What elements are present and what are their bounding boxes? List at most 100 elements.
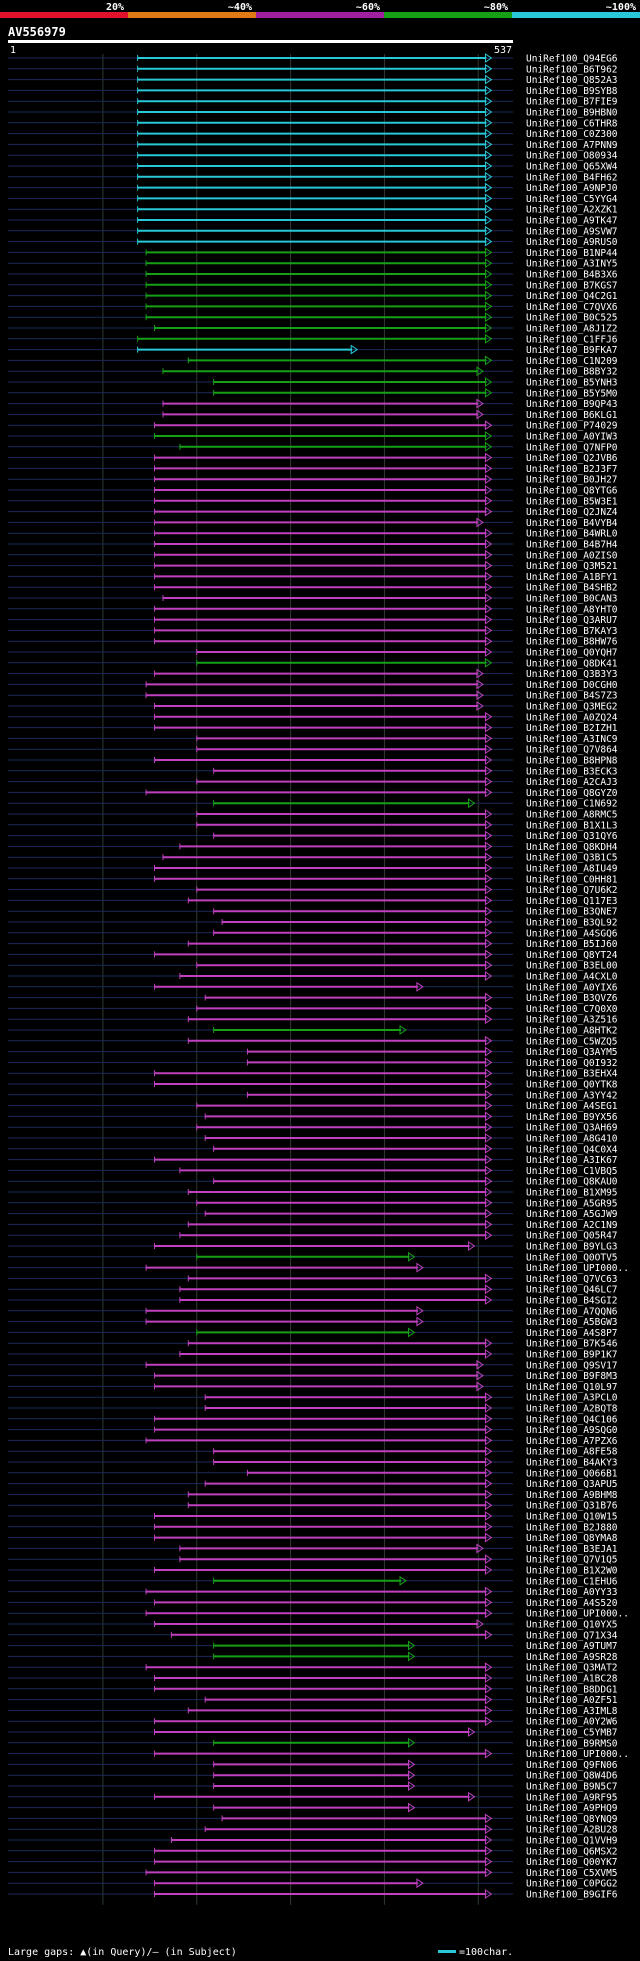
hit-label[interactable]: UniRef100_B5W3E1 <box>526 496 618 507</box>
hit-row[interactable]: UniRef100_P74029 <box>8 420 618 432</box>
hit-row[interactable]: UniRef100_A9PHQ9 <box>8 1802 618 1814</box>
hit-row[interactable]: UniRef100_B1X1L3 <box>8 819 618 831</box>
hit-label[interactable]: UniRef100_UPI000.. <box>526 1263 629 1274</box>
hit-row[interactable]: UniRef100_B8BY32 <box>8 366 618 378</box>
hit-row[interactable]: UniRef100_Q3B3Y3 <box>8 668 618 680</box>
hit-label[interactable]: UniRef100_A8G410 <box>526 1134 618 1145</box>
hit-row[interactable]: UniRef100_Q0OTV5 <box>8 1251 618 1263</box>
hit-row[interactable]: UniRef100_Q3AH69 <box>8 1122 618 1134</box>
hit-row[interactable]: UniRef100_A7PZX6 <box>8 1435 618 1447</box>
hit-row[interactable]: UniRef100_B9YX56 <box>8 1111 618 1123</box>
hit-label[interactable]: UniRef100_B1NP44 <box>526 248 618 259</box>
hit-label[interactable]: UniRef100_A8HTK2 <box>526 1026 618 1037</box>
hit-label[interactable]: UniRef100_C7Q0X0 <box>526 1004 618 1015</box>
hit-row[interactable]: UniRef100_B5Y5M0 <box>8 387 618 399</box>
hit-row[interactable]: UniRef100_A3IML8 <box>8 1705 618 1717</box>
hit-label[interactable]: UniRef100_C6THR8 <box>526 118 618 129</box>
hit-label[interactable]: UniRef100_Q31QY6 <box>526 831 618 842</box>
hit-row[interactable]: UniRef100_Q852A3 <box>8 74 618 86</box>
hit-label[interactable]: UniRef100_C1EHU6 <box>526 1576 618 1587</box>
hit-row[interactable]: UniRef100_Q7VC63 <box>8 1273 618 1285</box>
hit-label[interactable]: UniRef100_C7QVX6 <box>526 302 618 313</box>
hit-row[interactable]: UniRef100_Q8YMA8 <box>8 1532 618 1544</box>
hit-label[interactable]: UniRef100_A7PZX6 <box>526 1436 618 1447</box>
hit-label[interactable]: UniRef100_B6T962 <box>526 64 618 75</box>
hit-row[interactable]: UniRef100_B0CAN3 <box>8 593 618 605</box>
hit-label[interactable]: UniRef100_Q0YTK8 <box>526 1080 618 1091</box>
hit-label[interactable]: UniRef100_B2J880 <box>526 1522 618 1533</box>
hit-label[interactable]: UniRef100_A9SR28 <box>526 1652 618 1663</box>
hit-label[interactable]: UniRef100_Q3AYM5 <box>526 1047 618 1058</box>
hit-row[interactable]: UniRef100_A9NPJ0 <box>8 182 618 194</box>
hit-row[interactable]: UniRef100_Q4C0X4 <box>8 1143 618 1155</box>
hit-label[interactable]: UniRef100_A9BHM8 <box>526 1490 618 1501</box>
hit-row[interactable]: UniRef100_Q46LC7 <box>8 1284 618 1296</box>
hit-row[interactable]: UniRef100_A9TK47 <box>8 215 618 227</box>
hit-label[interactable]: UniRef100_Q10L97 <box>526 1382 618 1393</box>
hit-label[interactable]: UniRef100_B4FH62 <box>526 172 618 183</box>
hit-label[interactable]: UniRef100_C5WZQ5 <box>526 1036 618 1047</box>
hit-row[interactable]: UniRef100_Q8KDH4 <box>8 841 618 853</box>
hit-row[interactable]: UniRef100_Q7NFP0 <box>8 441 618 453</box>
hit-row[interactable]: UniRef100_Q8GYZ0 <box>8 787 618 799</box>
hit-row[interactable]: UniRef100_Q0YTK8 <box>8 1079 618 1091</box>
hit-row[interactable]: UniRef100_B0C525 <box>8 312 618 324</box>
hit-row[interactable]: UniRef100_A8J1Z2 <box>8 323 618 335</box>
hit-label[interactable]: UniRef100_Q65XW4 <box>526 162 618 173</box>
hit-label[interactable]: UniRef100_Q3ARU7 <box>526 615 618 626</box>
hit-label[interactable]: UniRef100_B3EL00 <box>526 961 618 972</box>
hit-row[interactable]: UniRef100_Q10YX5 <box>8 1619 618 1631</box>
hit-row[interactable]: UniRef100_A3INY5 <box>8 258 618 270</box>
hit-row[interactable]: UniRef100_Q3APU5 <box>8 1478 618 1490</box>
hit-label[interactable]: UniRef100_Q3MAT2 <box>526 1663 618 1674</box>
hit-label[interactable]: UniRef100_Q4C2G1 <box>526 291 618 302</box>
hit-label[interactable]: UniRef100_A5BGW3 <box>526 1317 618 1328</box>
hit-label[interactable]: UniRef100_B3QL92 <box>526 918 618 929</box>
hit-row[interactable]: UniRef100_Q0I932 <box>8 1057 618 1069</box>
hit-row[interactable]: UniRef100_A1BFY1 <box>8 571 618 583</box>
hit-label[interactable]: UniRef100_Q0I932 <box>526 1058 618 1069</box>
hit-label[interactable]: UniRef100_A4SGQ6 <box>526 928 618 939</box>
hit-row[interactable]: UniRef100_B9FKA7 <box>8 344 618 356</box>
hit-row[interactable]: UniRef100_Q71X34 <box>8 1629 618 1641</box>
hit-row[interactable]: UniRef100_Q8KAU0 <box>8 1176 618 1188</box>
hit-row[interactable]: UniRef100_A3YY42 <box>8 1089 618 1101</box>
hit-row[interactable]: UniRef100_C1N209 <box>8 355 618 367</box>
hit-label[interactable]: UniRef100_Q3MEG2 <box>526 702 618 713</box>
hit-row[interactable]: UniRef100_Q7V1Q5 <box>8 1554 618 1566</box>
hit-label[interactable]: UniRef100_B9GIF6 <box>526 1890 618 1901</box>
hit-row[interactable]: UniRef100_Q00YK7 <box>8 1856 618 1868</box>
hit-row[interactable]: UniRef100_A9TUM7 <box>8 1640 618 1652</box>
hit-row[interactable]: UniRef100_Q8YNQ9 <box>8 1813 618 1825</box>
hit-label[interactable]: UniRef100_Q7V864 <box>526 745 618 756</box>
hit-row[interactable]: UniRef100_A8HTK2 <box>8 1025 618 1037</box>
hit-label[interactable]: UniRef100_A0YY33 <box>526 1587 618 1598</box>
hit-label[interactable]: UniRef100_Q0OTV5 <box>526 1252 618 1263</box>
hit-row[interactable]: UniRef100_A3PCL0 <box>8 1392 618 1404</box>
hit-row[interactable]: UniRef100_B8DDG1 <box>8 1683 618 1695</box>
hit-label[interactable]: UniRef100_Q10YX5 <box>526 1620 618 1631</box>
hit-row[interactable]: UniRef100_B8HW76 <box>8 636 618 648</box>
hit-row[interactable]: UniRef100_A5BGW3 <box>8 1316 618 1328</box>
hit-label[interactable]: UniRef100_B8HW76 <box>526 637 618 648</box>
hit-label[interactable]: UniRef100_Q3M521 <box>526 561 618 572</box>
hit-row[interactable]: UniRef100_C0Z300 <box>8 128 618 140</box>
hit-row[interactable]: UniRef100_A8G410 <box>8 1133 618 1145</box>
hit-row[interactable]: UniRef100_Q8W4D6 <box>8 1770 618 1782</box>
hit-row[interactable]: UniRef100_B7KAY3 <box>8 625 618 637</box>
hit-row[interactable]: UniRef100_B4SGI2 <box>8 1295 618 1307</box>
hit-label[interactable]: UniRef100_B9N5C7 <box>526 1782 618 1793</box>
hit-label[interactable]: UniRef100_A2XZK1 <box>526 205 618 216</box>
hit-label[interactable]: UniRef100_A0ZQ24 <box>526 712 618 723</box>
hit-label[interactable]: UniRef100_A3PCL0 <box>526 1393 618 1404</box>
hit-row[interactable]: UniRef100_A5GJW9 <box>8 1208 618 1220</box>
hit-label[interactable]: UniRef100_C0HH81 <box>526 874 618 885</box>
hit-row[interactable]: UniRef100_C1VBQ5 <box>8 1165 618 1177</box>
hit-row[interactable]: UniRef100_Q7U6K2 <box>8 884 618 896</box>
hit-label[interactable]: UniRef100_Q7U6K2 <box>526 885 618 896</box>
hit-label[interactable]: UniRef100_A8YHT0 <box>526 604 618 615</box>
hit-label[interactable]: UniRef100_B1X1L3 <box>526 820 618 831</box>
hit-label[interactable]: UniRef100_A0YIX6 <box>526 982 618 993</box>
hit-row[interactable]: UniRef100_A9BHM8 <box>8 1489 618 1501</box>
hit-label[interactable]: UniRef100_B5Y5M0 <box>526 388 618 399</box>
